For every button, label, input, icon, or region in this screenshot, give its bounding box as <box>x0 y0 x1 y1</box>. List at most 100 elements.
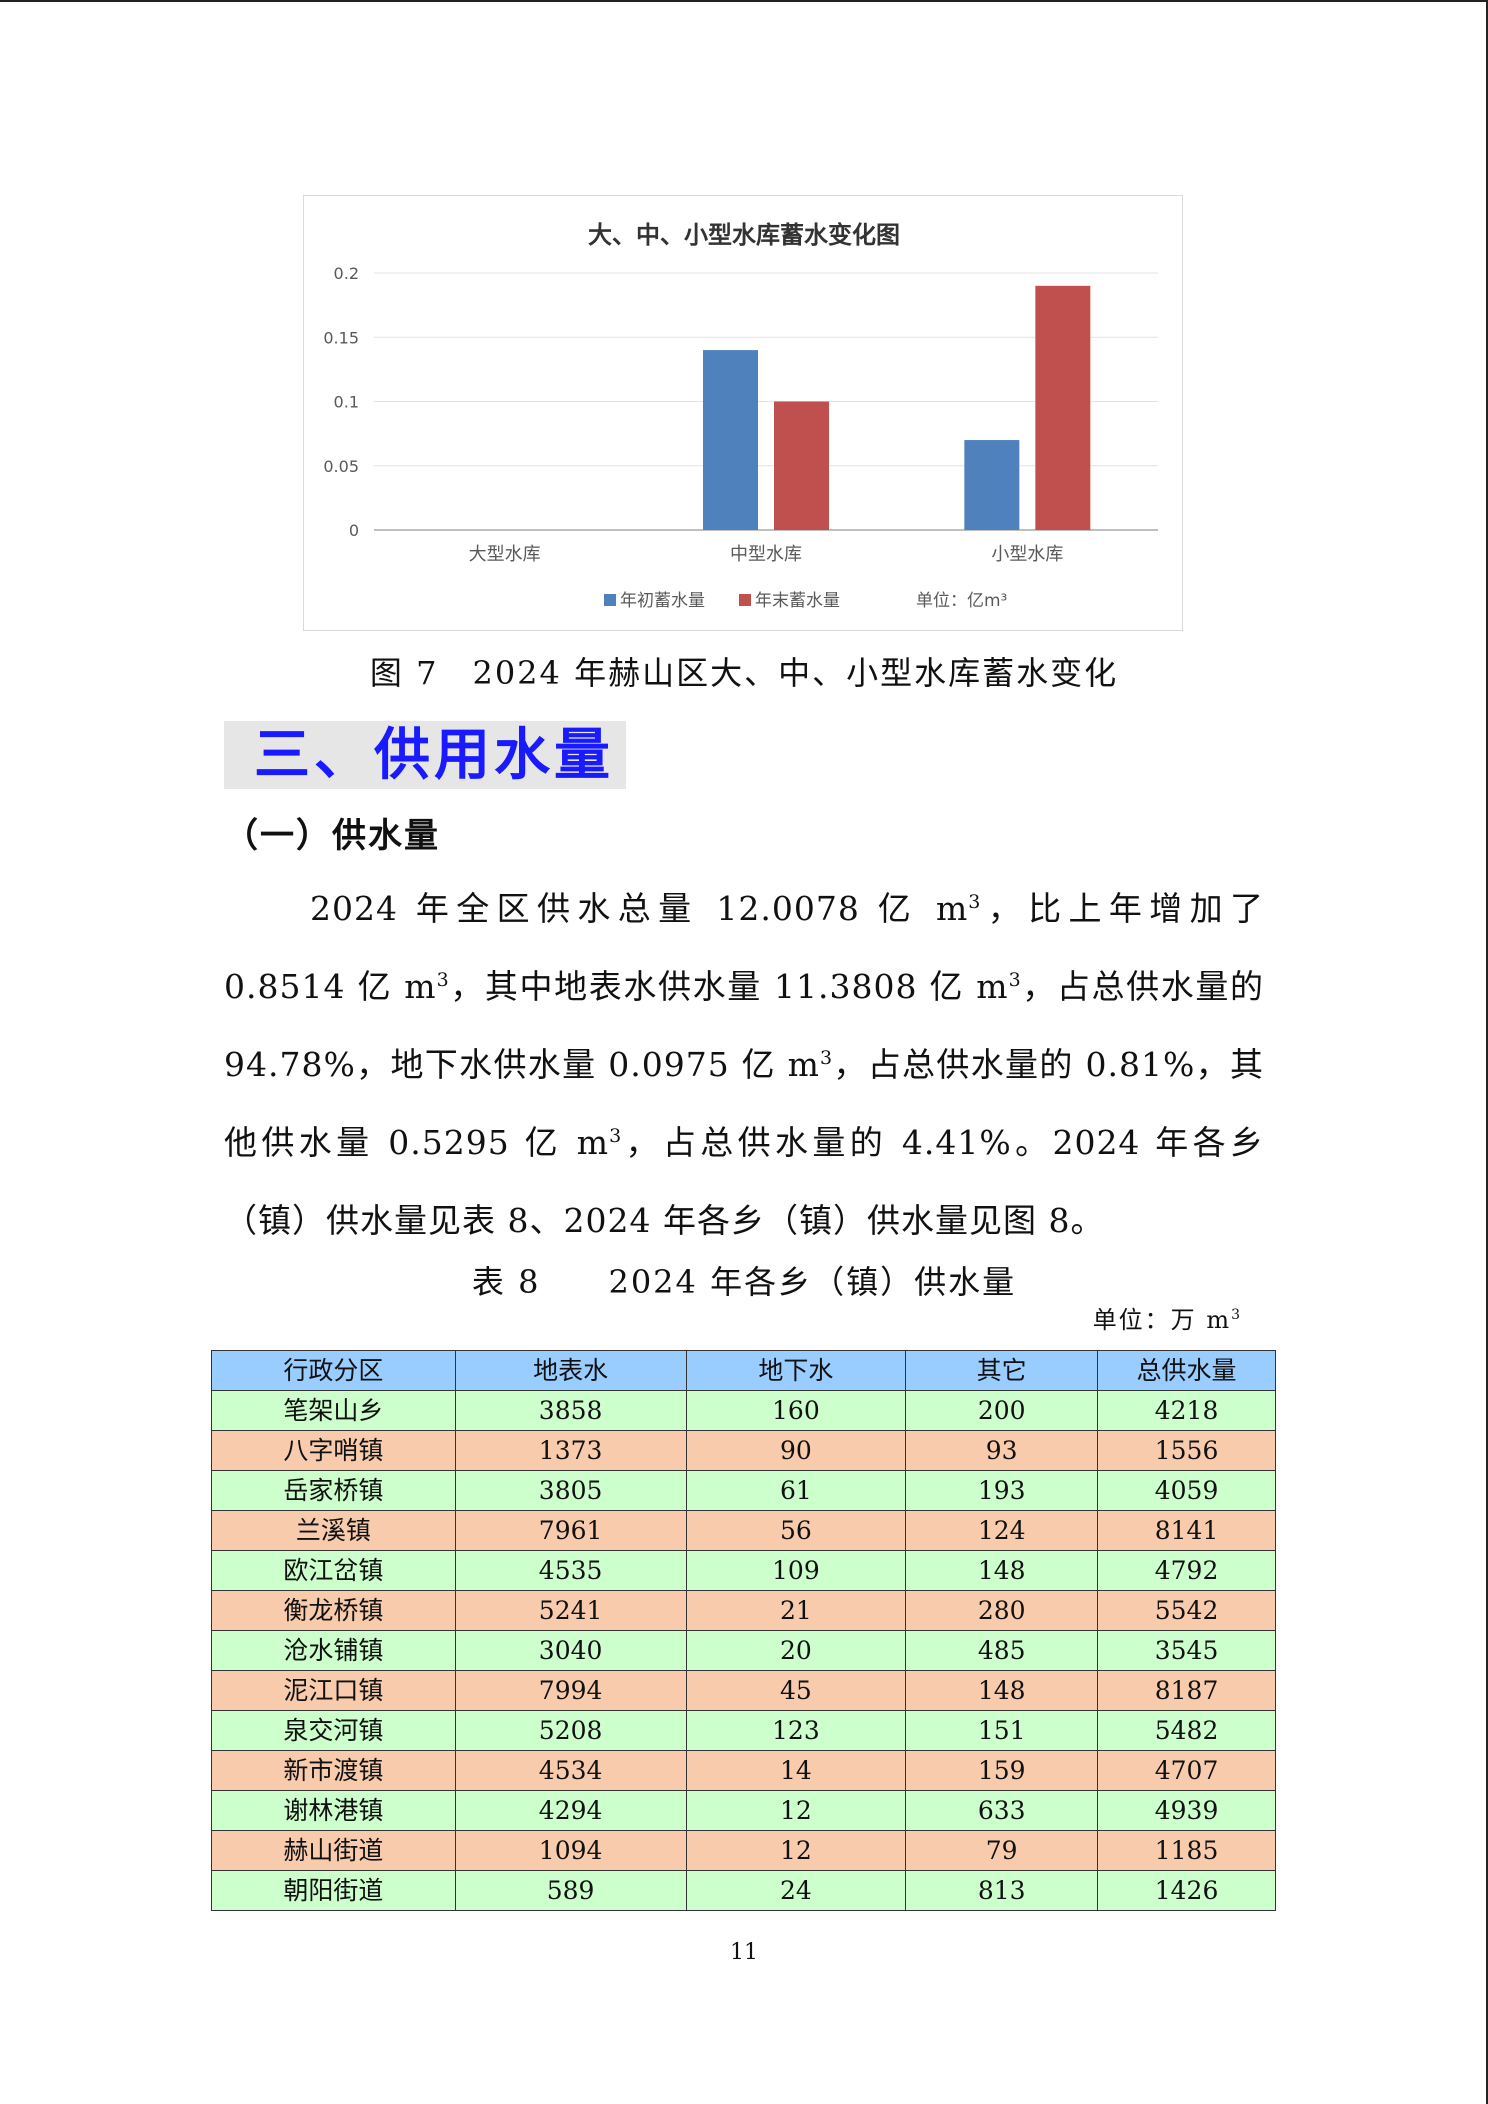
section-heading: 三、供用水量 <box>224 721 626 789</box>
page-number: 11 <box>730 1940 758 1965</box>
table-cell: 1094 <box>454 1830 687 1871</box>
table-cell: 148 <box>905 1670 1099 1711</box>
table-cell: 新市渡镇 <box>211 1750 456 1791</box>
table-cell: 1373 <box>454 1430 687 1471</box>
table-cell: 160 <box>685 1390 907 1431</box>
sup: 3 <box>1231 1307 1242 1323</box>
sup: 3 <box>436 969 450 991</box>
table-row: 泉交河镇 5208 123 151 5482 <box>211 1710 1276 1751</box>
table-cell: 3545 <box>1097 1630 1276 1671</box>
col-header: 地表水 <box>454 1350 687 1391</box>
x-tick-label: 小型水库 <box>991 544 1063 565</box>
y-tick-label: 0.1 <box>334 393 359 412</box>
table-cell: 12 <box>685 1830 907 1871</box>
table-row: 岳家桥镇 3805 61 193 4059 <box>211 1470 1276 1511</box>
table-cell: 4939 <box>1097 1790 1276 1831</box>
unit-label: 单位：亿m³ <box>916 591 1007 611</box>
para-seg: ，占总供水量的 4.41%。2024 年各乡（镇）供水量见表 8、2024 年各… <box>224 1123 1264 1240</box>
page-border-top <box>0 0 1488 2</box>
table-cell: 4294 <box>454 1790 687 1831</box>
table-cell: 4792 <box>1097 1550 1276 1591</box>
x-tick-label: 中型水库 <box>730 544 802 565</box>
table-row: 衡龙桥镇 5241 21 280 5542 <box>211 1590 1276 1631</box>
table-cell: 21 <box>685 1590 907 1631</box>
page-border-right <box>1486 0 1488 2104</box>
y-tick-label: 0 <box>349 521 359 540</box>
table-cell: 7994 <box>454 1670 687 1711</box>
para-seg: ，比上年增加了 0.8514 亿 m <box>224 889 1264 1006</box>
table-cell: 124 <box>905 1510 1099 1551</box>
table-cell: 813 <box>905 1870 1099 1911</box>
table-cell: 3805 <box>454 1470 687 1511</box>
table-cell: 93 <box>905 1430 1099 1471</box>
table-cell: 岳家桥镇 <box>211 1470 456 1511</box>
table-cell: 欧江岔镇 <box>211 1550 456 1591</box>
y-tick-label: 0.05 <box>323 457 359 476</box>
table-cell: 4535 <box>454 1550 687 1591</box>
table-cell: 159 <box>905 1750 1099 1791</box>
table-cell: 4534 <box>454 1750 687 1791</box>
table-cell: 45 <box>685 1670 907 1711</box>
reservoir-storage-chart: 大、中、小型水库蓄水变化图 0 0.05 0.1 0.15 0.2 大型水库 中型水库 小型水库… <box>303 195 1183 631</box>
sup: 3 <box>819 1047 834 1069</box>
table-caption: 表 8 2024 年各乡（镇）供水量 <box>471 1263 1017 1301</box>
table-row: 朝阳街道 589 24 813 1426 <box>211 1870 1276 1911</box>
table-cell: 赫山街道 <box>211 1830 456 1871</box>
table-cell: 193 <box>905 1470 1099 1511</box>
table-cell: 24 <box>685 1870 907 1911</box>
table-unit: 单位：万 m3 <box>0 1304 1488 1336</box>
table-cell: 1185 <box>1097 1830 1276 1871</box>
table-cell: 633 <box>905 1790 1099 1831</box>
sup: 3 <box>1008 969 1022 991</box>
bar-start-of-year <box>703 350 758 530</box>
table-cell: 3040 <box>454 1630 687 1671</box>
table-row: 赫山街道 1094 12 79 1185 <box>211 1830 1276 1871</box>
bar-end-of-year <box>774 401 829 530</box>
col-header: 其它 <box>905 1350 1099 1391</box>
table-row: 笔架山乡 3858 160 200 4218 <box>211 1390 1276 1431</box>
table-cell: 5542 <box>1097 1590 1276 1631</box>
table-cell: 7961 <box>454 1510 687 1551</box>
table-cell: 8141 <box>1097 1510 1276 1551</box>
col-header: 总供水量 <box>1097 1350 1276 1391</box>
table-cell: 笔架山乡 <box>211 1390 456 1431</box>
para-seg: 2024 年全区供水总量 12.0078 亿 m <box>310 889 969 928</box>
table-row: 欧江岔镇 4535 109 148 4792 <box>211 1550 1276 1591</box>
table-cell: 3858 <box>454 1390 687 1431</box>
para-seg: ，占总供水量的 94.78%，地下水供水量 0.0975 亿 m <box>224 967 1264 1084</box>
table-cell: 14 <box>685 1750 907 1791</box>
water-supply-table: 行政分区 地表水 地下水 其它 总供水量 笔架山乡 3858 160 200 4218 八… <box>211 1350 1276 1911</box>
table-cell: 589 <box>454 1870 687 1911</box>
para-seg: ，其中地表水供水量 11.3808 亿 m <box>449 967 1009 1006</box>
col-header: 行政分区 <box>211 1350 456 1391</box>
legend-label: 年末蓄水量 <box>755 591 840 611</box>
table-cell: 4218 <box>1097 1390 1276 1431</box>
table-row: 新市渡镇 4534 14 159 4707 <box>211 1750 1276 1791</box>
table-cell: 61 <box>685 1470 907 1511</box>
table-cell: 123 <box>685 1710 907 1751</box>
table-cell: 5208 <box>454 1710 687 1751</box>
body-flow: 2024 年全区供水总量 12.0078 亿 m3，比上年增加了 0.8514 … <box>0 870 1488 1967</box>
chart-svg: 大、中、小型水库蓄水变化图 0 0.05 0.1 0.15 0.2 大型水库 中型水库 小型水库… <box>323 221 1158 611</box>
table-cell: 148 <box>905 1550 1099 1591</box>
table-cell: 20 <box>685 1630 907 1671</box>
table-cell: 谢林港镇 <box>211 1790 456 1831</box>
table-cell: 朝阳街道 <box>211 1870 456 1911</box>
table-row: 兰溪镇 7961 56 124 8141 <box>211 1510 1276 1551</box>
table-cell: 泉交河镇 <box>211 1710 456 1751</box>
col-header: 地下水 <box>685 1350 907 1391</box>
table-cell: 沧水铺镇 <box>211 1630 456 1671</box>
table-cell: 1426 <box>1097 1870 1276 1911</box>
table-header-row: 行政分区 地表水 地下水 其它 总供水量 <box>211 1350 1276 1391</box>
table-cell: 12 <box>685 1790 907 1831</box>
table-cell: 5241 <box>454 1590 687 1631</box>
table-cell: 109 <box>685 1550 907 1591</box>
legend-swatch <box>604 594 616 606</box>
table-cell: 1556 <box>1097 1430 1276 1471</box>
table-cell: 200 <box>905 1390 1099 1431</box>
bar-end-of-year <box>1035 285 1091 530</box>
subheading: （一）供水量 <box>224 816 440 856</box>
table-cell: 151 <box>905 1710 1099 1751</box>
table-cell: 485 <box>905 1630 1099 1671</box>
sup: 3 <box>968 891 982 913</box>
